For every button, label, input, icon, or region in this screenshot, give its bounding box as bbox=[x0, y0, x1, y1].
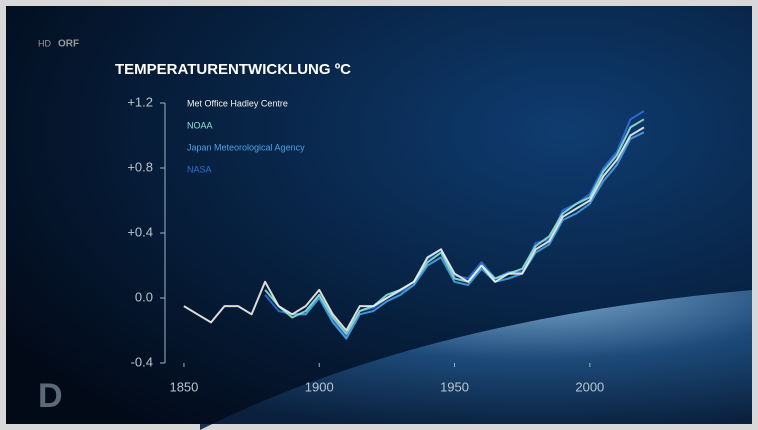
y-tick-label: 0.0 bbox=[135, 289, 153, 304]
series-line bbox=[183, 126, 645, 332]
earth bbox=[200, 290, 752, 430]
x-tick-label: 1850 bbox=[169, 379, 198, 394]
legend-entry: Japan Meteorological Agency bbox=[187, 142, 305, 152]
show-logo: D bbox=[38, 377, 63, 415]
y-tick-label: -0.4 bbox=[131, 354, 153, 369]
channel-logo: ORF bbox=[58, 39, 79, 50]
legend-entry: NOAA bbox=[187, 120, 213, 130]
x-tick-label: 1950 bbox=[440, 379, 469, 394]
y-tick-label: +1.2 bbox=[127, 94, 153, 109]
legend-entry: NASA bbox=[187, 164, 212, 174]
series-line bbox=[264, 118, 645, 335]
x-tick-label: 1900 bbox=[305, 379, 334, 394]
y-tick-label: +0.4 bbox=[127, 224, 153, 239]
series-line bbox=[292, 131, 645, 340]
legend-entry: Met Office Hadley Centre bbox=[187, 98, 288, 108]
chart-title: TEMPERATURENTWICKLUNG ºC bbox=[115, 61, 351, 78]
hd-badge: HD bbox=[38, 38, 51, 48]
y-tick-label: +0.8 bbox=[127, 159, 153, 174]
x-tick-label: 2000 bbox=[575, 379, 604, 394]
